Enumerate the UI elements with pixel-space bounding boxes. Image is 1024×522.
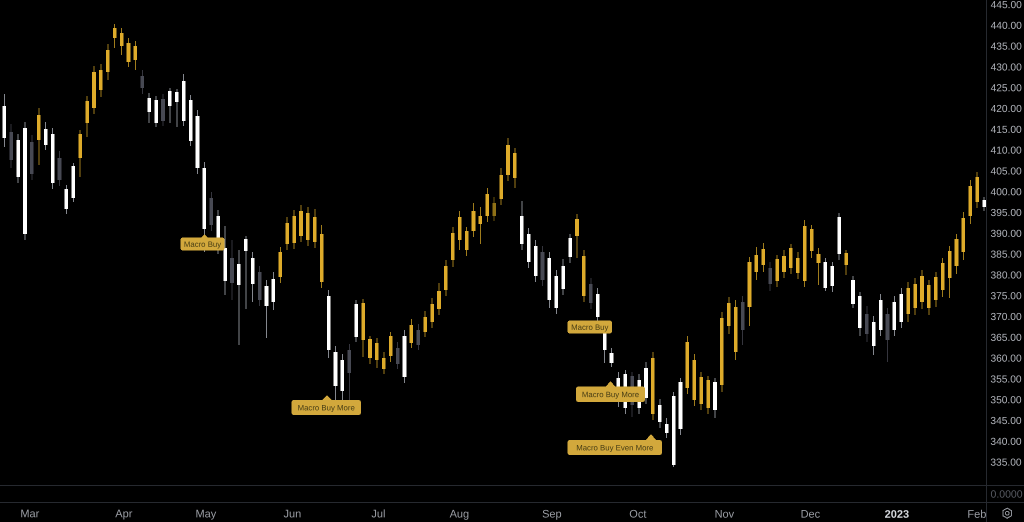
svg-text:Macro Buy Even More: Macro Buy Even More [576, 443, 653, 452]
svg-text:435.00: 435.00 [991, 42, 1022, 53]
svg-text:Nov: Nov [715, 509, 735, 521]
svg-text:May: May [195, 508, 216, 520]
svg-text:370.00: 370.00 [990, 312, 1021, 323]
svg-text:445.00: 445.00 [991, 0, 1022, 11]
svg-text:420.00: 420.00 [991, 104, 1022, 115]
svg-text:Jul: Jul [371, 508, 385, 520]
svg-text:Macro Buy More: Macro Buy More [298, 403, 355, 412]
svg-text:340.00: 340.00 [990, 437, 1021, 448]
svg-text:0.0000: 0.0000 [990, 489, 1022, 501]
svg-text:Aug: Aug [450, 508, 470, 520]
svg-text:345.00: 345.00 [990, 416, 1021, 427]
svg-text:Macro Buy: Macro Buy [571, 323, 608, 332]
svg-text:415.00: 415.00 [991, 125, 1022, 136]
svg-text:Jun: Jun [283, 508, 301, 520]
svg-text:2023: 2023 [885, 509, 909, 521]
svg-text:390.00: 390.00 [991, 229, 1022, 240]
svg-text:Apr: Apr [115, 508, 132, 520]
svg-text:Oct: Oct [629, 509, 646, 521]
svg-text:440.00: 440.00 [991, 21, 1022, 32]
svg-text:Mar: Mar [20, 508, 39, 520]
svg-text:Feb: Feb [967, 509, 986, 521]
svg-text:355.00: 355.00 [990, 374, 1021, 385]
svg-text:380.00: 380.00 [990, 270, 1021, 281]
svg-text:425.00: 425.00 [991, 83, 1022, 94]
svg-text:365.00: 365.00 [990, 333, 1021, 344]
svg-text:335.00: 335.00 [990, 458, 1021, 469]
svg-text:Macro Buy More: Macro Buy More [582, 390, 639, 399]
svg-text:350.00: 350.00 [990, 395, 1021, 406]
svg-text:360.00: 360.00 [990, 354, 1021, 365]
svg-text:385.00: 385.00 [991, 250, 1022, 261]
svg-text:405.00: 405.00 [991, 166, 1022, 177]
svg-text:Sep: Sep [542, 509, 562, 521]
svg-text:400.00: 400.00 [991, 187, 1022, 198]
svg-text:Dec: Dec [801, 509, 821, 521]
svg-text:Macro Buy: Macro Buy [184, 240, 221, 249]
svg-text:430.00: 430.00 [991, 62, 1022, 73]
svg-text:410.00: 410.00 [991, 146, 1022, 157]
svg-text:375.00: 375.00 [990, 291, 1021, 302]
svg-text:395.00: 395.00 [991, 208, 1022, 219]
